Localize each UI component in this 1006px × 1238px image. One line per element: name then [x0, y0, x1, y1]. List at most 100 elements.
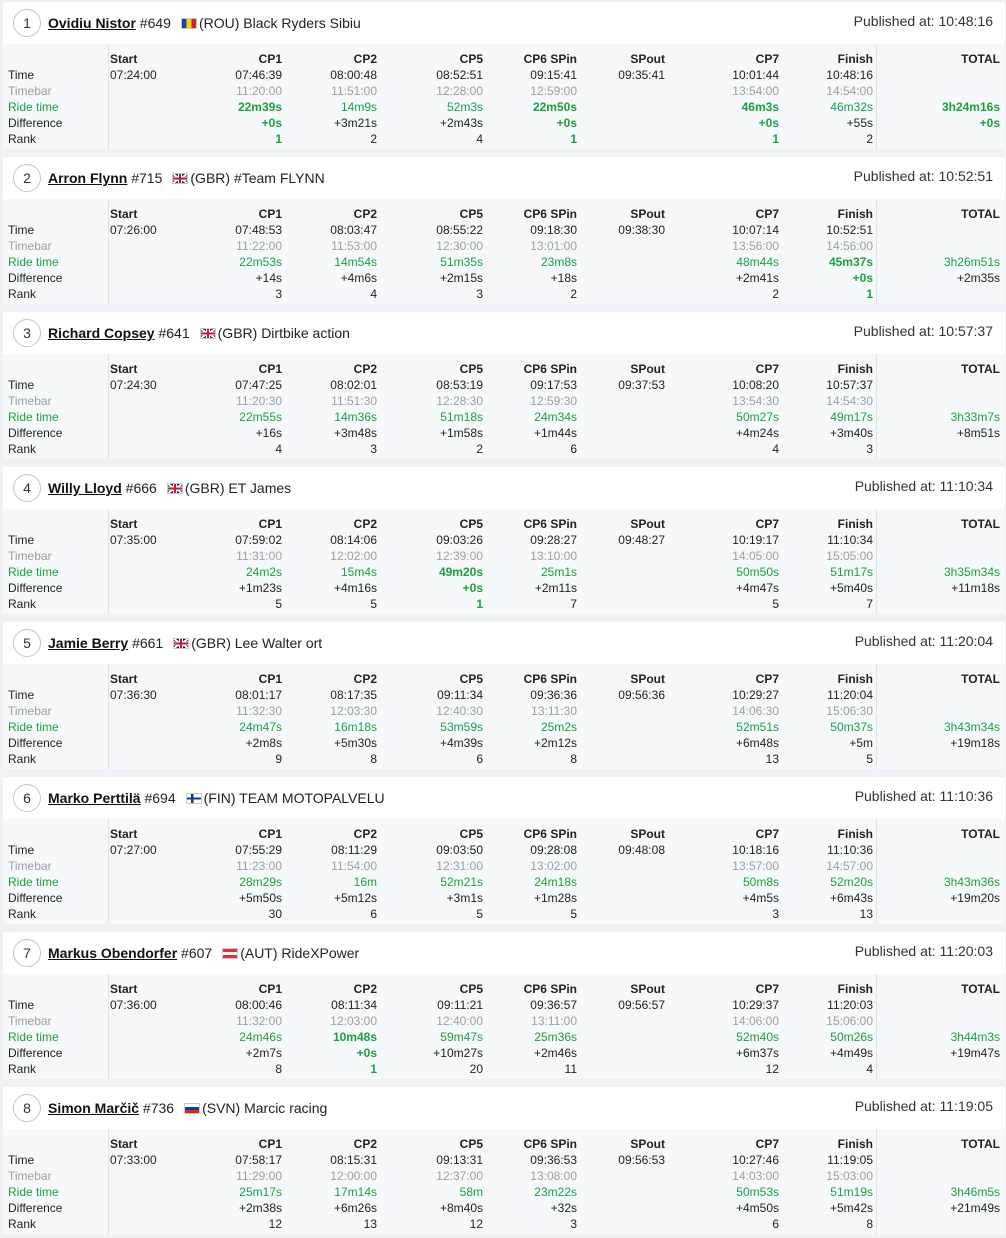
column-header: CP2 — [353, 982, 377, 996]
cell-time: 07:58:17 — [235, 1153, 282, 1167]
cell-ride: 46m32s — [830, 100, 873, 114]
published-value: 10:57:37 — [938, 323, 994, 339]
column-header: CP6 SPin — [523, 52, 577, 66]
row-label: Timebar — [8, 704, 52, 718]
row-label: Difference — [8, 116, 63, 130]
row-label: Ride time — [8, 100, 59, 114]
published-time: Published at: 11:20:04 — [855, 633, 993, 649]
position-badge: 3 — [13, 319, 41, 347]
rider-name-link[interactable]: Arron Flynn — [48, 170, 128, 186]
cell-timebar: 12:00:00 — [330, 1169, 377, 1183]
cell-time: 09:28:08 — [530, 843, 577, 857]
cell-diff: +2m38s — [238, 1201, 282, 1215]
cell-ride: 24m34s — [534, 410, 577, 424]
rider-name-link[interactable]: Willy Lloyd — [48, 480, 122, 496]
column-header: Start — [110, 672, 138, 686]
result-header: 5 Jamie Berry #661 (GBR) Lee Walter ort Pub… — [3, 622, 1005, 664]
cell-diff: +6m48s — [735, 736, 779, 750]
row-label: Timebar — [8, 1014, 52, 1028]
rider-name-link[interactable]: Jamie Berry — [48, 635, 129, 651]
cell-time: 10:19:17 — [732, 533, 779, 547]
cell-time: 09:38:30 — [618, 223, 665, 237]
cell-rank: 30 — [268, 907, 282, 921]
result-card: 2 Arron Flynn #715 (GBR) #Team FLYNN Publis… — [3, 157, 1005, 304]
column-header: Finish — [837, 672, 873, 686]
cell-ride: 3h43m34s — [943, 720, 1000, 734]
published-value: 11:10:34 — [939, 478, 993, 494]
split-times-table: Start CP1 CP2 CP5 CP6 SPin SPout CP7 Finish TOTA… — [3, 974, 1005, 1079]
cell-time: 10:29:37 — [732, 998, 779, 1012]
cell-diff: +21m49s — [950, 1201, 1000, 1215]
cell-ride: 3h35m34s — [943, 565, 1000, 579]
rider-info: Markus Obendorfer #607 (AUT) RideXPower — [48, 945, 359, 961]
column-header: TOTAL — [961, 827, 1000, 841]
flag-gbr-icon — [199, 328, 216, 339]
cell-time: 08:52:51 — [436, 68, 483, 82]
cell-diff: +5m40s — [829, 581, 873, 595]
row-label: Ride time — [8, 410, 59, 424]
rider-team: (SVN) Marcic racing — [202, 1100, 328, 1116]
rider-name-link[interactable]: Marko Perttilä — [48, 790, 141, 806]
rider-info: Marko Perttilä #694 (FIN) TEAM MOTOPALVEL… — [48, 790, 385, 806]
cell-diff: +0s — [356, 1046, 377, 1060]
cell-diff: +1m28s — [533, 891, 577, 905]
rider-team: (AUT) RideXPower — [240, 945, 360, 961]
cell-ride: 59m47s — [440, 1030, 483, 1044]
row-label: Ride time — [8, 1030, 59, 1044]
rider-number: #649 — [139, 15, 171, 31]
cell-diff: +0s — [852, 271, 873, 285]
column-header: CP5 — [459, 207, 483, 221]
cell-diff: +2m15s — [439, 271, 483, 285]
result-card: 7 Markus Obendorfer #607 (AUT) RideXPower P… — [3, 932, 1005, 1079]
published-time: Published at: 11:20:03 — [855, 943, 993, 959]
cell-ride: 3h33m7s — [950, 410, 1000, 424]
published-value: 11:10:36 — [939, 788, 993, 804]
cell-time: 11:10:34 — [827, 533, 873, 547]
rider-number: #641 — [158, 325, 190, 341]
published-value: 11:19:05 — [939, 1098, 993, 1114]
cell-rank: 1 — [275, 132, 282, 146]
cell-timebar: 13:54:30 — [732, 394, 779, 408]
rider-number: #715 — [131, 170, 163, 186]
cell-diff: +4m47s — [735, 581, 779, 595]
cell-ride: 51m19s — [830, 1185, 873, 1199]
cell-ride: 14m9s — [340, 100, 377, 114]
cell-time: 07:46:39 — [235, 68, 282, 82]
cell-diff: +4m24s — [735, 426, 779, 440]
cell-diff: +3m48s — [333, 426, 377, 440]
cell-ride: 52m3s — [446, 100, 483, 114]
position-badge: 7 — [13, 939, 41, 967]
rider-name-link[interactable]: Simon Marčič — [48, 1100, 140, 1116]
row-label: Difference — [8, 426, 63, 440]
cell-timebar: 12:03:30 — [330, 704, 377, 718]
cell-ride: 50m27s — [736, 410, 779, 424]
rider-name-link[interactable]: Richard Copsey — [48, 325, 155, 341]
rider-team: (GBR) ET James — [184, 480, 292, 496]
cell-time: 09:03:50 — [436, 843, 483, 857]
cell-ride: 25m17s — [239, 1185, 282, 1199]
cell-diff: +5m — [849, 736, 873, 750]
cell-diff: +2m7s — [245, 1046, 282, 1060]
cell-ride: 51m18s — [440, 410, 483, 424]
cell-time: 07:59:02 — [235, 533, 282, 547]
cell-rank: 3 — [275, 287, 282, 301]
published-label: Published at: — [853, 323, 939, 339]
rider-name-link[interactable]: Ovidiu Nistor — [48, 15, 136, 31]
cell-ride: 50m50s — [736, 565, 779, 579]
cell-diff: +5m30s — [333, 736, 377, 750]
row-label: Timebar — [8, 859, 52, 873]
cell-rank: 5 — [275, 597, 282, 611]
column-header: CP5 — [459, 672, 483, 686]
published-time: Published at: 10:57:37 — [854, 323, 993, 339]
column-header: Finish — [837, 207, 873, 221]
row-label: Timebar — [8, 549, 52, 563]
position-badge: 5 — [13, 629, 41, 657]
column-header: CP6 SPin — [523, 517, 577, 531]
cell-rank: 13 — [765, 752, 779, 766]
column-header: CP5 — [459, 1137, 483, 1151]
cell-rank: 2 — [866, 132, 873, 146]
column-header: SPout — [630, 517, 665, 531]
result-card: 1 Ovidiu Nistor #649 (ROU) Black Ryders Si… — [3, 2, 1005, 149]
rider-name-link[interactable]: Markus Obendorfer — [48, 945, 178, 961]
cell-rank: 3 — [772, 907, 779, 921]
